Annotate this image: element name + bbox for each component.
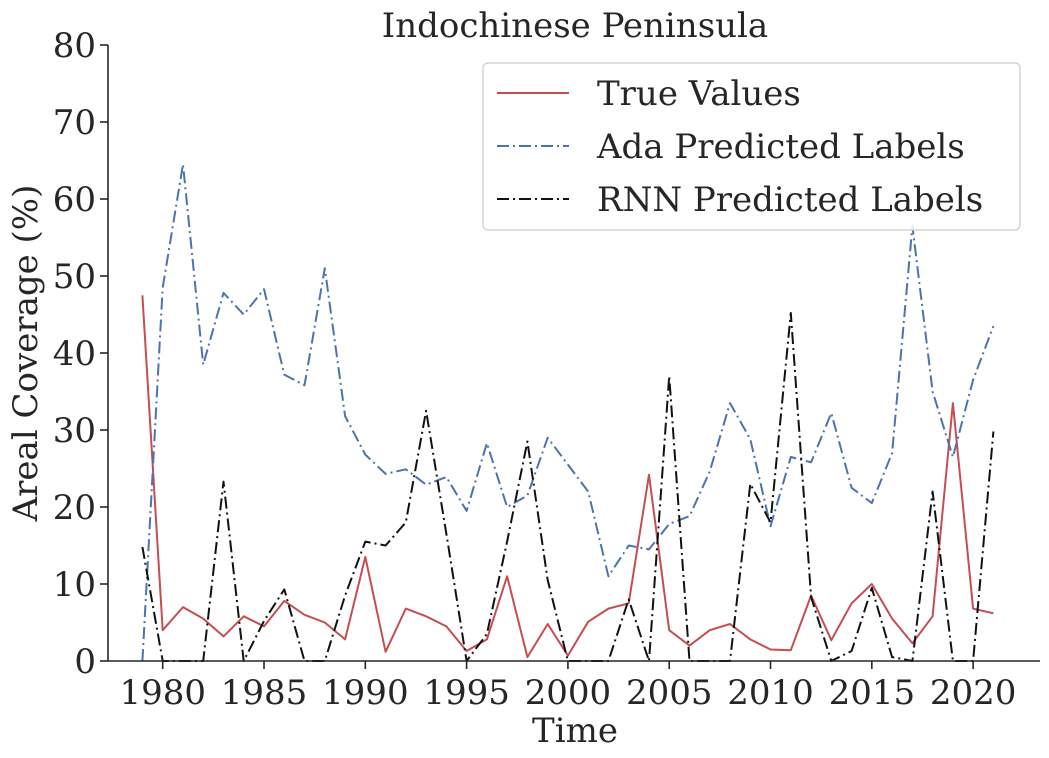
y-tick-label: 10 [53, 565, 96, 605]
y-axis-ticks: 0 10 20 30 40 50 60 70 80 [53, 26, 108, 682]
y-tick-label: 50 [53, 257, 96, 297]
x-tick-label: 2010 [727, 673, 814, 713]
y-tick-label: 30 [53, 411, 96, 451]
y-tick-label: 40 [53, 334, 96, 374]
x-axis-ticks: 1980 1985 1990 1995 2000 2005 2010 2015 2020 [119, 661, 1016, 713]
x-tick-label: 1995 [423, 673, 510, 713]
legend: True Values Ada Predicted Labels RNN Predi… [482, 62, 1021, 231]
y-tick-label: 0 [74, 642, 96, 682]
y-tick-label: 70 [53, 103, 96, 143]
series-layer [141, 163, 995, 662]
y-tick-label: 20 [53, 488, 96, 528]
x-tick-label: 2005 [626, 673, 713, 713]
x-axis-label: Time [532, 711, 618, 751]
series-line-rnn-predicted-labels [141, 312, 995, 662]
x-tick-label: 2020 [930, 673, 1017, 713]
y-tick-label: 80 [53, 26, 96, 66]
x-tick-label: 1985 [221, 673, 308, 713]
x-tick-label: 2015 [829, 673, 916, 713]
legend-frame [482, 62, 1021, 231]
series-line-true-values [141, 295, 994, 659]
legend-label: Ada Predicted Labels [596, 127, 965, 167]
x-tick-label: 1990 [322, 673, 409, 713]
y-tick-label: 60 [53, 180, 96, 220]
x-tick-label: 1980 [119, 673, 206, 713]
legend-items: True Values Ada Predicted Labels RNN Predi… [497, 74, 983, 220]
y-axis-label: Areal Coverage (%) [6, 185, 46, 523]
legend-label: RNN Predicted Labels [597, 180, 983, 220]
x-tick-label: 2000 [525, 673, 612, 713]
legend-label: True Values [597, 74, 801, 114]
series-line-ada-predicted-labels [141, 163, 995, 662]
chart-title: Indochinese Peninsula [382, 6, 768, 46]
